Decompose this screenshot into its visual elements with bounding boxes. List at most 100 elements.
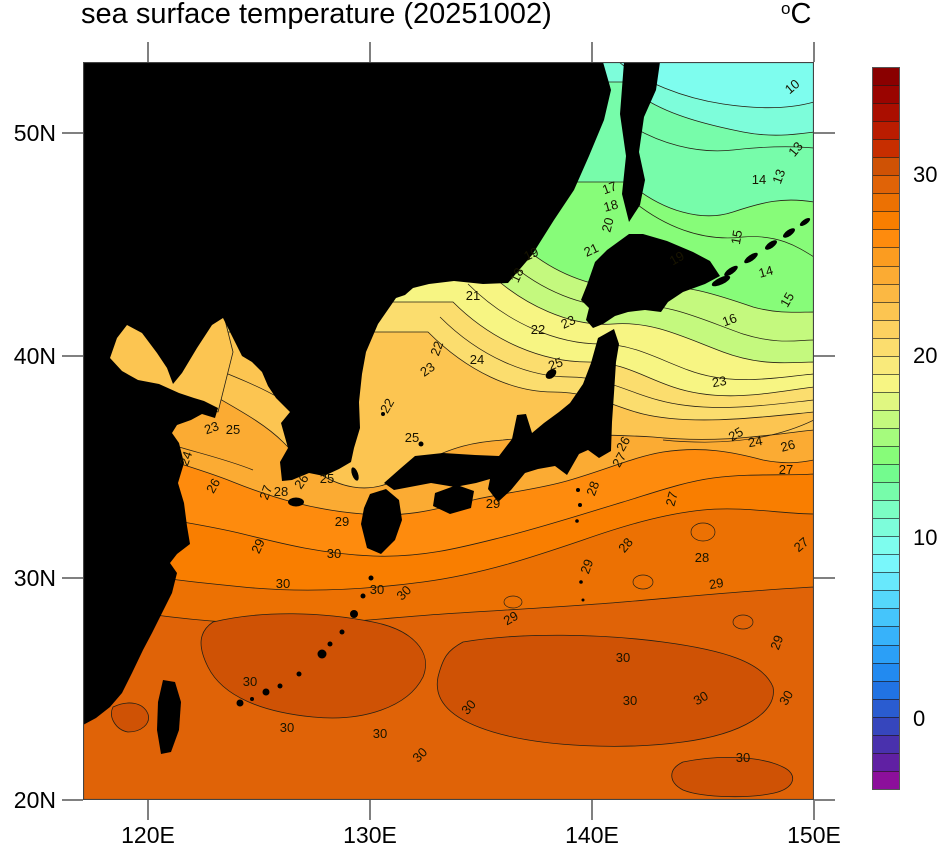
colorbar-tick-label: 30: [913, 162, 938, 187]
ryukyu-island: [296, 671, 302, 677]
colorbar-segment: [873, 734, 899, 753]
colorbar-segment: [873, 247, 899, 266]
ryukyu-island: [277, 683, 283, 689]
contour-label: 25: [546, 354, 565, 373]
x-tick-mark: [369, 42, 371, 62]
colorbar-segment: [873, 103, 899, 122]
ryukyu-island: [360, 593, 366, 599]
colorbar-segment: [873, 554, 899, 573]
contour-eddy: [632, 574, 654, 590]
contour-eddy: [732, 614, 754, 630]
colorbar-segment: [873, 283, 899, 302]
contour-label: 30: [370, 582, 384, 597]
contour-label: 30: [243, 674, 257, 689]
contour-label: 24: [176, 449, 195, 468]
contour-line: [627, 196, 814, 258]
colorbar-segment: [873, 319, 899, 338]
colorbar-segment: [873, 608, 899, 627]
contour-label: 29: [501, 608, 521, 628]
colorbar-segment: [873, 427, 899, 446]
contour-label: 16: [720, 310, 739, 329]
land-sakhalin: [620, 62, 660, 222]
colorbar-segment: [873, 121, 899, 140]
contour-label: 29: [577, 557, 596, 576]
contour-label: 26: [779, 437, 797, 455]
contour-line: [467, 283, 814, 380]
colorbar-tick-label: 0: [913, 706, 926, 731]
izu-island: [576, 488, 580, 492]
contour-label: 30: [276, 576, 290, 591]
izu-island: [575, 519, 579, 523]
x-tick-mark: [813, 800, 815, 820]
contour-label: 25: [226, 422, 240, 437]
y-tick-mark: [62, 132, 83, 134]
y-tick-mark: [62, 355, 83, 357]
colorbar-segment: [873, 626, 899, 645]
x-tick-label: 140E: [565, 822, 619, 848]
colorbar-segment: [873, 391, 899, 410]
contour-label: 29: [335, 514, 349, 529]
x-tick-label: 120E: [121, 822, 175, 848]
colorbar-segment: [873, 373, 899, 392]
contour-label: 13: [769, 167, 788, 186]
x-tick-mark: [147, 42, 149, 62]
contour-label: 30: [776, 688, 796, 708]
warm-blob-30: [111, 702, 149, 733]
contour-label: 27: [663, 490, 681, 508]
contour-label: 26: [203, 476, 223, 496]
contour-eddy: [690, 522, 716, 542]
warm-blob-30: [200, 613, 426, 719]
kuril-island: [744, 252, 758, 264]
contour-label: 17: [600, 178, 619, 197]
contour-label: 24: [470, 352, 484, 367]
contour-label: 19: [521, 244, 540, 264]
y-tick-mark: [814, 799, 835, 801]
contour-label: 14: [757, 263, 775, 281]
colorbar-segment: [873, 572, 899, 591]
colorbar-segment: [873, 139, 899, 158]
colorbar-segment: [873, 175, 899, 194]
izu-island: [578, 503, 582, 507]
ryukyu-island: [339, 629, 345, 635]
contour-label: 21: [466, 288, 480, 303]
contour-label: 23: [202, 418, 221, 437]
contour-label: 22: [377, 396, 397, 416]
colorbar-segment: [873, 698, 899, 717]
colorbar-segment: [873, 752, 899, 771]
colorbar-segment: [873, 265, 899, 284]
izu-island: [581, 598, 585, 602]
contour-label: 30: [691, 688, 711, 708]
ryukyu-island: [317, 649, 327, 659]
contour-label: 30: [327, 546, 341, 561]
colorbar-segment: [873, 355, 899, 374]
y-tick-label: 50N: [13, 120, 56, 146]
x-tick-mark: [369, 800, 371, 820]
y-tick-label: 40N: [13, 343, 56, 369]
x-tick-mark: [813, 42, 815, 62]
colorbar-segment: [873, 229, 899, 248]
contour-line: [497, 251, 814, 342]
island-jeju: [288, 497, 304, 507]
unit-letter: C: [790, 0, 812, 30]
figure-title: sea surface temperature (20251002): [81, 0, 552, 30]
contour-label: 25: [726, 424, 746, 444]
colorbar-segment: [873, 482, 899, 501]
land-shikoku: [433, 485, 474, 514]
colorbar-segment: [873, 193, 899, 212]
contour-label: 29: [248, 536, 268, 555]
contour-label: 30: [280, 720, 294, 735]
contour-label: 28: [583, 479, 602, 498]
contour-label: 20: [599, 216, 617, 234]
ryukyu-island: [350, 610, 358, 618]
contour-label: 27: [779, 462, 793, 477]
contour-line: [662, 419, 814, 443]
colorbar-segment: [873, 518, 899, 537]
island-oki: [418, 441, 424, 447]
contour-label: 26: [613, 434, 633, 454]
colorbar-segment: [873, 157, 899, 176]
contour-label: 29: [708, 575, 725, 592]
island-tsushima: [351, 467, 359, 481]
y-tick-mark: [814, 355, 835, 357]
